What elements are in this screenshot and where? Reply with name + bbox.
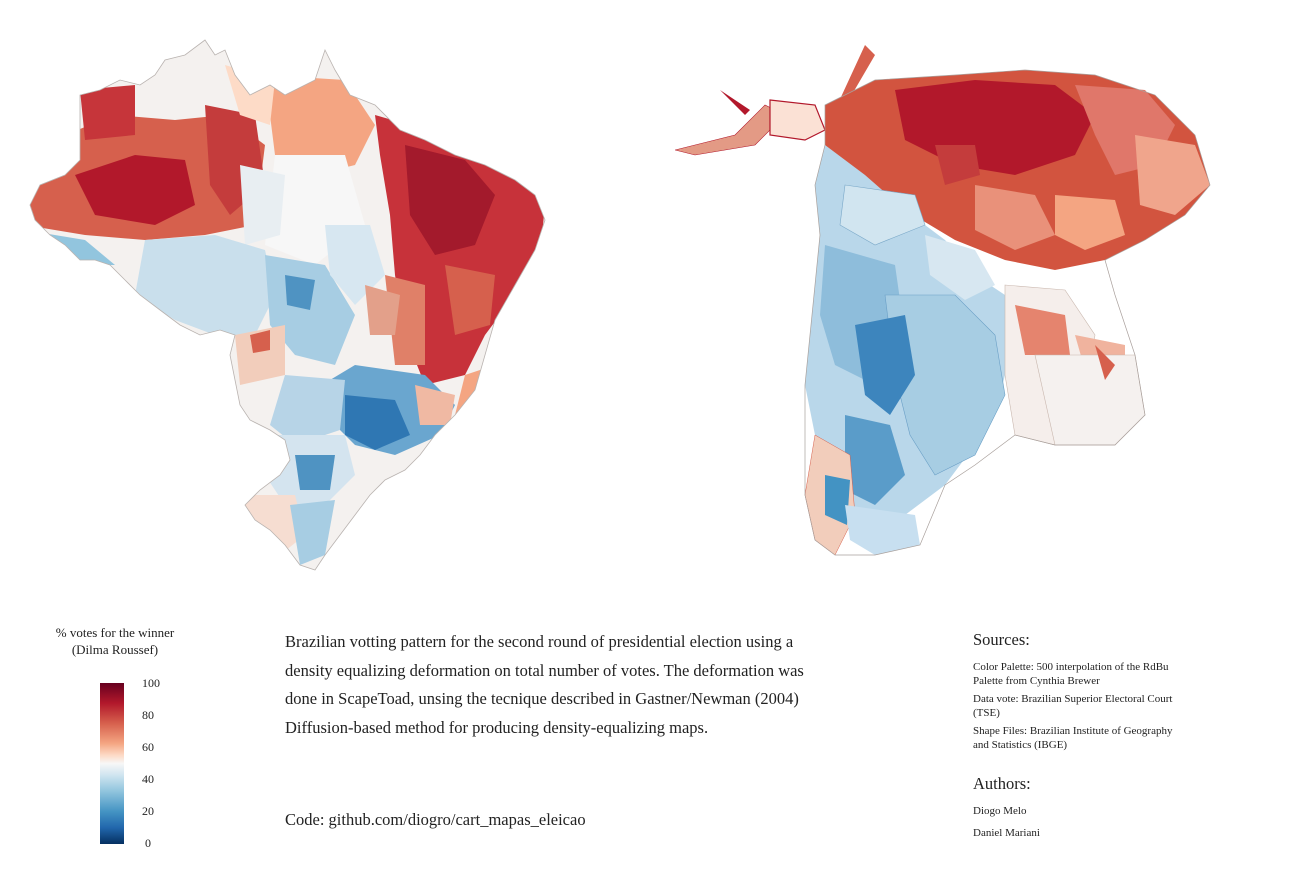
author-name: Daniel Mariani: [973, 827, 1040, 839]
legend-tick-80: 80: [142, 708, 154, 722]
description-text: Brazilian votting pattern for the second…: [285, 632, 804, 737]
sources-heading: Sources:: [973, 630, 1030, 649]
legend-tick-0: 0: [145, 836, 151, 850]
author-name: Diogo Melo: [973, 805, 1027, 817]
authors-heading: Authors:: [973, 774, 1031, 793]
code-link-text: Code: github.com/diogro/cart_mapas_eleic…: [285, 810, 586, 829]
brazil-geographic-map: [25, 35, 555, 575]
brazil-cartogram-map: [674, 35, 1225, 575]
legend-tick-60: 60: [142, 740, 154, 754]
color-legend: % votes for the winner (Dilma Roussef) 1…: [30, 624, 200, 850]
legend-tick-100: 100: [142, 676, 160, 690]
geographic-map-svg: [29, 39, 546, 571]
source-item-palette: Color Palette: 500 interpolation of the …: [973, 661, 1169, 687]
legend-tick-20: 20: [142, 804, 154, 818]
legend-color-bar: [100, 683, 124, 844]
source-item-vote-data: Data vote: Brazilian Superior Electoral …: [973, 693, 1173, 719]
source-item-shape-files: Shape Files: Brazilian Institute of Geog…: [973, 725, 1173, 751]
legend-title-line1: % votes for the winner: [55, 625, 175, 640]
sources-section: Sources: Color Palette: 500 interpolatio…: [973, 630, 1183, 756]
authors-section: Authors: Diogo Melo Daniel Mariani: [973, 774, 1183, 848]
legend-tick-40: 40: [142, 772, 154, 786]
cartogram-map-svg: [674, 45, 1211, 556]
legend-title-line2: (Dilma Roussef): [71, 642, 159, 657]
